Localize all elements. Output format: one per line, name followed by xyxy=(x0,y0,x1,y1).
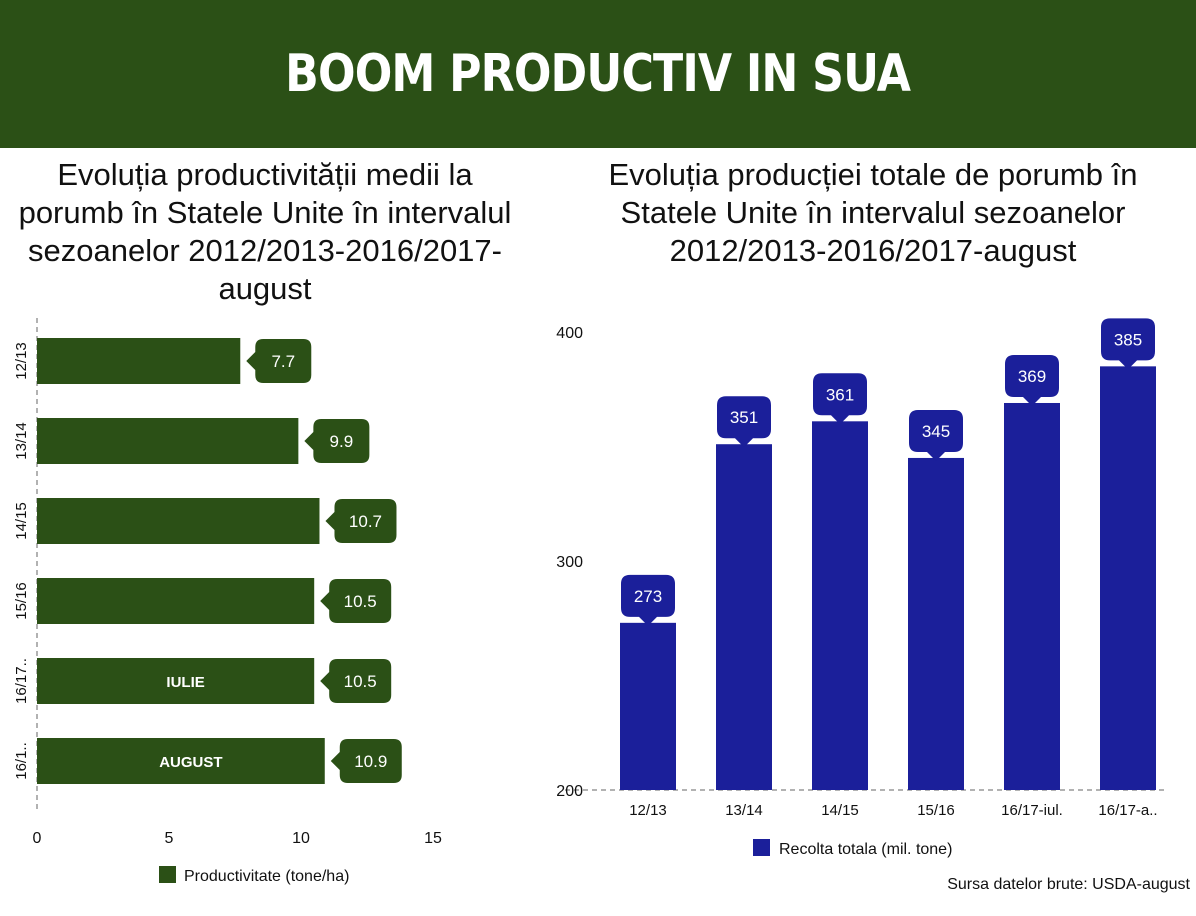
bar-4 xyxy=(1004,402,1060,790)
data-label-1: 351 xyxy=(730,408,758,427)
data-label-3: 10.5 xyxy=(344,592,377,611)
bar-2 xyxy=(37,498,320,544)
y-tick-label-1: 300 xyxy=(556,554,583,571)
legend-swatch xyxy=(753,839,770,856)
bar-4 xyxy=(37,658,315,704)
page-title: BOOM PRODUCTIV IN SUA xyxy=(285,44,912,104)
data-label-bubble-4 xyxy=(1005,354,1059,406)
legend-swatch xyxy=(159,866,176,883)
bar-annotation-5: AUGUST xyxy=(159,754,222,771)
bar-1 xyxy=(37,418,299,464)
bar-annotation-4: IULIE xyxy=(166,674,204,691)
x-tick-label-0: 0 xyxy=(33,830,42,847)
data-label-bubble-2 xyxy=(325,499,397,543)
x-tick-label-5: 16/17-a.. xyxy=(1098,802,1157,819)
y-tick-label-5: 16/1.. xyxy=(13,742,30,780)
x-tick-label-1: 5 xyxy=(165,830,174,847)
x-tick-label-2: 10 xyxy=(292,830,310,847)
bar-3 xyxy=(908,457,964,790)
data-label-bubble-0 xyxy=(621,574,675,626)
y-tick-label-3: 15/16 xyxy=(13,582,30,620)
header-banner: BOOM PRODUCTIV IN SUA xyxy=(0,0,1196,148)
source-note: Sursa datelor brute: USDA-august xyxy=(947,876,1190,893)
x-tick-label-4: 16/17-iul. xyxy=(1001,802,1063,819)
data-label-bubble-1 xyxy=(717,396,771,448)
data-label-5: 385 xyxy=(1114,330,1142,349)
x-tick-label-1: 13/14 xyxy=(725,802,763,819)
bar-5 xyxy=(1100,366,1156,790)
legend-label: Recolta totala (mil. tone) xyxy=(779,841,952,858)
data-label-bubble-3 xyxy=(909,409,963,461)
bar-0 xyxy=(620,622,676,790)
legend-label: Productivitate (tone/ha) xyxy=(184,868,349,885)
data-label-bubble-3 xyxy=(320,579,392,623)
data-label-3: 345 xyxy=(922,422,950,441)
data-label-2: 361 xyxy=(826,385,854,404)
production-chart-title: Evoluția producției totale de porumb în … xyxy=(608,157,1138,268)
data-label-0: 273 xyxy=(634,587,662,606)
bar-3 xyxy=(37,578,315,624)
x-tick-label-3: 15/16 xyxy=(917,802,955,819)
y-tick-label-4: 16/17.. xyxy=(13,658,30,704)
data-label-bubble-0 xyxy=(246,339,312,383)
data-label-bubble-4 xyxy=(320,659,392,703)
bar-0 xyxy=(37,338,241,384)
data-label-bubble-1 xyxy=(304,419,370,463)
bar-1 xyxy=(716,444,772,790)
data-label-5: 10.9 xyxy=(354,752,387,771)
y-tick-label-0: 200 xyxy=(556,783,583,800)
x-tick-label-3: 15 xyxy=(424,830,442,847)
data-label-bubble-2 xyxy=(813,373,867,425)
data-label-bubble-5 xyxy=(1101,318,1155,370)
data-label-4: 10.5 xyxy=(344,672,377,691)
y-tick-label-2: 400 xyxy=(556,325,583,342)
data-label-2: 10.7 xyxy=(349,512,382,531)
data-label-1: 9.9 xyxy=(330,432,354,451)
x-tick-label-2: 14/15 xyxy=(821,802,859,819)
data-label-0: 7.7 xyxy=(271,352,295,371)
bar-2 xyxy=(812,421,868,790)
data-label-4: 369 xyxy=(1018,367,1046,386)
productivity-bar-chart: 7.7 12/13 9.9 13/14 10.7 14/15 10.5 15/16 IULIE 1… xyxy=(13,318,442,885)
productivity-chart-title: Evoluția productivității medii la porumb… xyxy=(18,157,512,306)
data-label-bubble-5 xyxy=(330,739,402,783)
x-tick-label-0: 12/13 xyxy=(629,802,667,819)
y-tick-label-0: 12/13 xyxy=(13,342,30,380)
bar-5 xyxy=(37,738,325,784)
y-tick-label-1: 13/14 xyxy=(13,422,30,460)
y-tick-label-2: 14/15 xyxy=(13,502,30,540)
